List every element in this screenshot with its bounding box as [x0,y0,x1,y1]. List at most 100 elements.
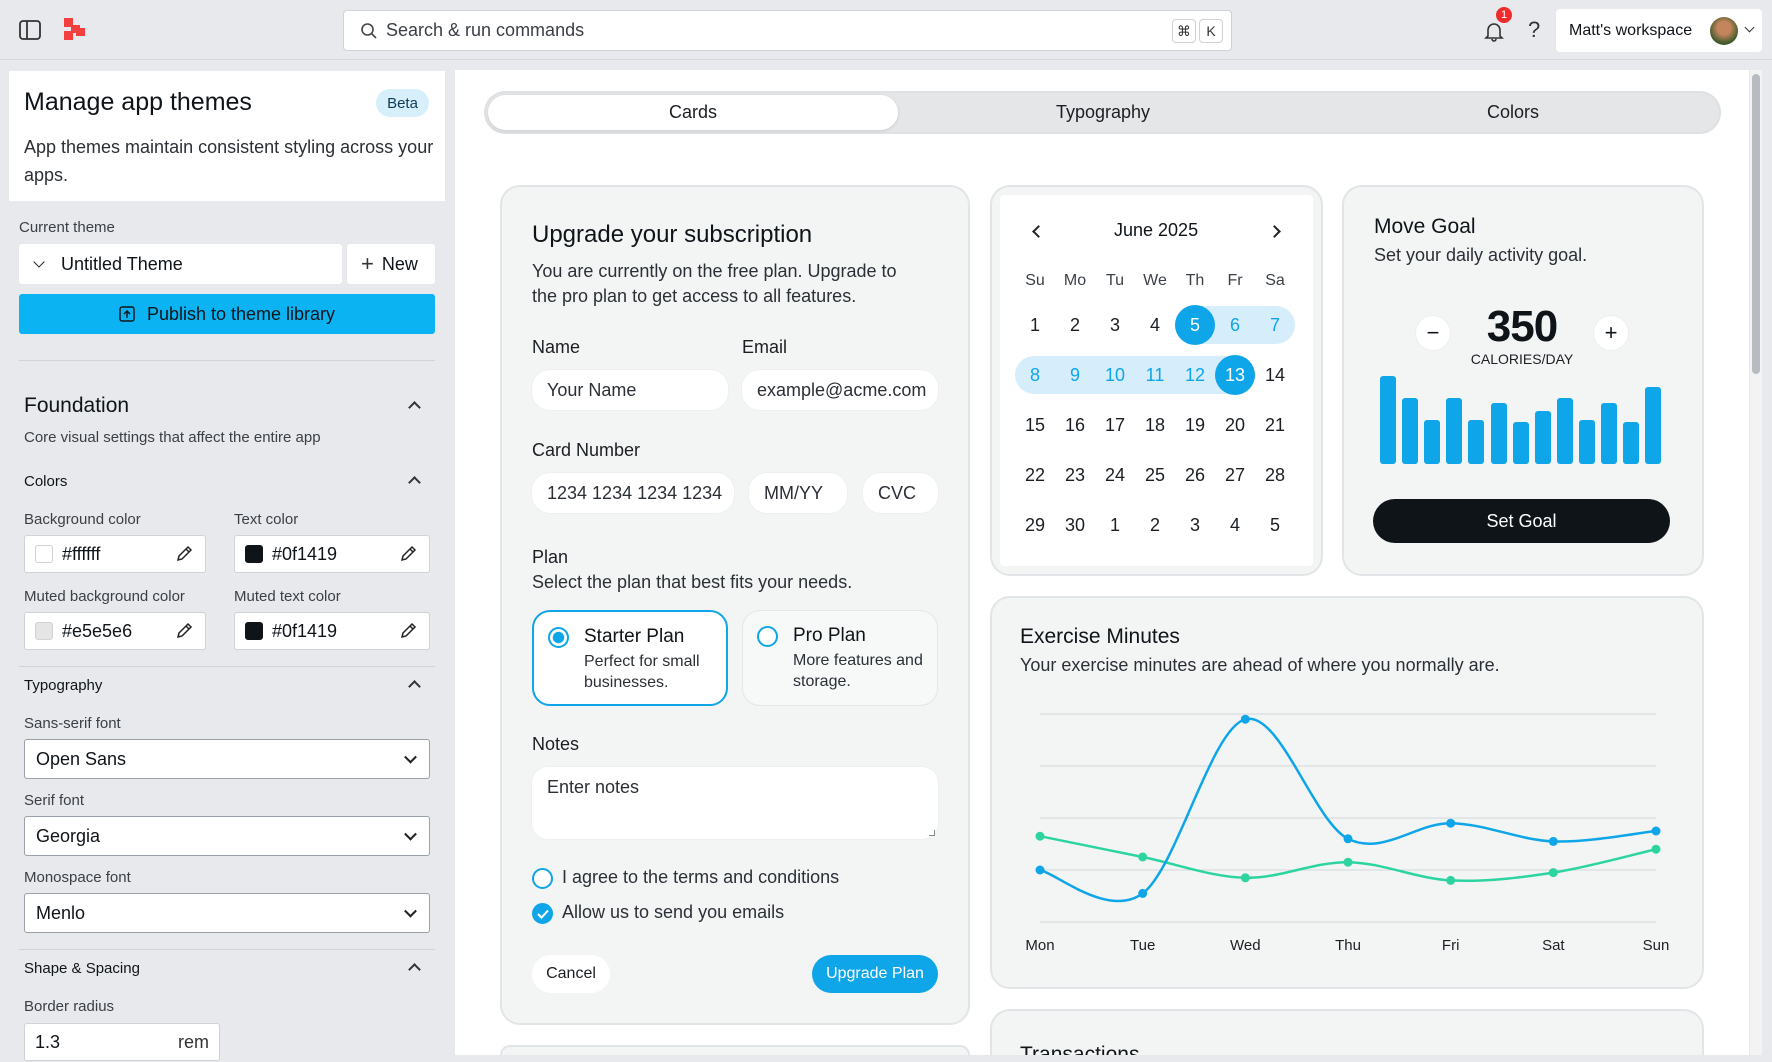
calendar-day[interactable]: 4 [1149,314,1160,335]
expiry-input[interactable]: MM/YY [749,473,847,513]
muted-background-field[interactable]: #e5e5e6 [24,612,206,650]
calendar-day[interactable]: 18 [1144,414,1166,435]
muted-text-field[interactable]: #0f1419 [234,612,430,650]
calendar-day[interactable]: 20 [1224,414,1246,435]
shape-collapse-icon[interactable] [408,963,421,976]
terms-checkbox[interactable] [532,868,553,889]
cvc-input[interactable]: CVC [863,473,938,513]
calendar-day[interactable]: 23 [1064,464,1086,485]
theme-selector[interactable]: Untitled Theme [19,244,342,284]
calendar-day[interactable]: 19 [1184,414,1206,435]
cancel-button[interactable]: Cancel [532,955,610,993]
border-radius-input[interactable]: 1.3 rem [24,1023,220,1061]
calendar-day[interactable]: 16 [1064,414,1086,435]
weekday-th: Th [1185,272,1205,289]
plan-option-pro[interactable]: Pro Plan More features and storage. [742,610,938,706]
tab-typography[interactable]: Typography [1055,102,1151,122]
sidebar-toggle-icon[interactable] [18,18,42,42]
workspace-switcher[interactable]: Matt's workspace [1556,9,1762,52]
name-input[interactable]: Your Name [532,370,728,410]
data-point[interactable] [1343,857,1353,867]
calendar-day[interactable]: 3 [1109,314,1120,335]
calendar-day[interactable]: 5 [1269,514,1280,535]
resize-handle-icon[interactable] [929,830,935,836]
eyedropper-icon[interactable] [175,622,193,640]
emails-checkbox[interactable] [532,903,553,924]
calendar-day[interactable]: 27 [1224,464,1246,485]
starter-radio[interactable] [548,627,569,648]
eyedropper-icon[interactable] [399,545,417,563]
data-point[interactable] [1138,852,1148,862]
email-input[interactable]: example@acme.com [742,370,938,410]
data-point[interactable] [1035,831,1045,841]
calendar-day[interactable]: 8 [1029,364,1040,385]
data-point[interactable] [1446,818,1456,828]
calendar-day[interactable]: 15 [1024,414,1046,435]
data-point[interactable] [1548,836,1558,846]
email-label: Email [742,337,788,357]
data-point[interactable] [1240,873,1250,883]
calendar-day[interactable]: 1 [1109,514,1120,535]
scrollbar[interactable] [1750,70,1762,1055]
decrease-button[interactable]: − [1416,316,1450,350]
calendar-day[interactable]: 2 [1149,514,1160,535]
colors-collapse-icon[interactable] [408,476,421,489]
foundation-collapse-icon[interactable] [408,401,421,414]
calendar-day[interactable]: 7 [1269,314,1280,335]
calendar-day[interactable]: 22 [1024,464,1046,485]
calendar-day[interactable]: 13 [1215,355,1255,395]
serif-font-select[interactable]: Georgia [24,816,430,856]
background-color-field[interactable]: #ffffff [24,535,206,573]
upgrade-plan-button[interactable]: Upgrade Plan [812,955,938,993]
calendar-day[interactable]: 10 [1104,364,1126,385]
calendar-day[interactable]: 2 [1069,314,1080,335]
card-number-input[interactable]: 1234 1234 1234 1234 [532,473,734,513]
text-color-field[interactable]: #0f1419 [234,535,430,573]
calendar-day[interactable]: 4 [1229,514,1240,535]
tab-cards[interactable]: Cards [488,95,898,130]
search-input[interactable]: Search & run commands ⌘ K [343,10,1232,51]
scrollbar-thumb[interactable] [1752,74,1760,374]
calendar-day[interactable]: 6 [1229,314,1240,335]
typography-collapse-icon[interactable] [408,680,421,693]
calendar-day[interactable]: 25 [1144,464,1166,485]
calendar-day[interactable]: 9 [1069,364,1080,385]
calendar-day[interactable]: 5 [1175,305,1215,345]
tab-colors[interactable]: Colors [1486,102,1539,122]
data-point[interactable] [1548,868,1558,878]
calendar-day[interactable]: 29 [1024,514,1046,535]
calendar-day[interactable]: 21 [1264,414,1286,435]
publish-button[interactable]: Publish to theme library [19,294,435,334]
calendar-day[interactable]: 28 [1264,464,1286,485]
data-point[interactable] [1035,865,1045,875]
increase-button[interactable]: + [1594,316,1628,350]
data-point[interactable] [1343,834,1353,844]
data-point[interactable] [1651,826,1661,836]
pro-radio[interactable] [757,626,778,647]
calendar-day[interactable]: 12 [1184,364,1206,385]
data-point[interactable] [1138,888,1148,898]
set-goal-button[interactable]: Set Goal [1373,499,1670,543]
sans-font-select[interactable]: Open Sans [24,739,430,779]
mono-font-select[interactable]: Menlo [24,893,430,933]
calendar-day[interactable]: 1 [1029,314,1040,335]
foundation-title: Foundation [24,394,130,417]
notes-textarea[interactable]: Enter notes [532,767,938,839]
plan-option-starter[interactable]: Starter Plan Perfect for small businesse… [532,610,728,706]
calendar-day[interactable]: 14 [1264,364,1286,385]
new-theme-button[interactable]: + New [347,244,435,284]
calendar-day[interactable]: 26 [1184,464,1206,485]
calendar-day[interactable]: 3 [1189,514,1200,535]
help-icon[interactable]: ? [1528,17,1541,42]
data-point[interactable] [1446,875,1456,885]
notifications-icon[interactable] [1481,18,1507,44]
logo-icon[interactable] [64,18,86,40]
eyedropper-icon[interactable] [175,545,193,563]
calendar-day[interactable]: 24 [1104,464,1126,485]
data-point[interactable] [1240,714,1250,724]
calendar-day[interactable]: 11 [1145,364,1165,385]
calendar-day[interactable]: 17 [1104,414,1126,435]
calendar-day[interactable]: 30 [1064,514,1086,535]
eyedropper-icon[interactable] [399,622,417,640]
data-point[interactable] [1651,844,1661,854]
